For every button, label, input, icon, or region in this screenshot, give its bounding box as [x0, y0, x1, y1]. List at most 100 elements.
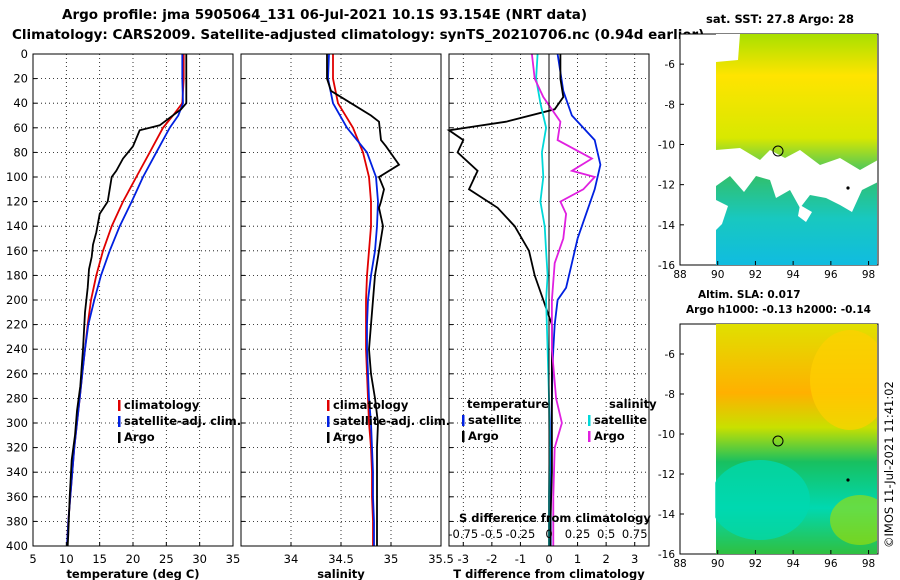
y-tick-label: -14 — [658, 509, 675, 521]
y-tick-label: -8 — [665, 389, 675, 401]
y-tick-label: 260 — [6, 367, 28, 381]
argo-position-marker — [772, 145, 784, 157]
y-tick-label: 160 — [6, 244, 28, 258]
sst-map-title: sat. SST: 27.8 Argo: 28 — [706, 12, 854, 26]
secondary-tick-label: 0.75 — [622, 527, 648, 541]
x-tick-label: 35 — [226, 552, 241, 566]
x-tick-label: 10 — [59, 552, 74, 566]
x-tick-label: 34 — [284, 552, 299, 566]
x-axis-label: T difference from climatology — [453, 567, 645, 580]
y-tick-label: 320 — [6, 441, 28, 455]
series-line-argo — [326, 54, 401, 546]
secondary-tick-label: 0 — [545, 527, 552, 541]
sla-map-title: Altim. SLA: 0.017 — [698, 289, 801, 301]
x-tick-label: 94 — [786, 558, 800, 570]
x-tick-label: -2 — [486, 552, 497, 566]
x-tick-label: 88 — [673, 269, 686, 281]
series-line-argo — [66, 54, 188, 547]
x-tick-label: 15 — [92, 552, 107, 566]
cloud-mask — [716, 34, 740, 62]
x-tick-label: 25 — [159, 552, 174, 566]
x-tick-label: 94 — [786, 269, 800, 281]
y-tick-label: 220 — [6, 318, 28, 332]
cloud-mask — [798, 205, 812, 222]
y-tick-label: 40 — [13, 96, 28, 110]
y-tick-label: -12 — [658, 180, 675, 192]
series-line-satellite-adj-clim- — [327, 53, 379, 546]
figure-title-line1: Argo profile: jma 5905064_131 06-Jul-202… — [62, 7, 587, 23]
x-tick-label: 96 — [824, 558, 838, 570]
y-tick-label: 380 — [6, 514, 28, 528]
legend-header-temperature: temperature — [467, 397, 549, 411]
series-line-salinity-argo — [531, 53, 597, 546]
secondary-tick-label: 0.25 — [565, 527, 591, 541]
sla-map: Altim. SLA: 0.017 Argo h1000: -0.13 h200… — [658, 289, 879, 570]
legend-label: Argo — [333, 430, 364, 444]
x-tick-label: 35 — [384, 552, 399, 566]
legend-swatch — [327, 400, 330, 411]
x-tick-label: 90 — [711, 558, 724, 570]
y-tick-label: -10 — [658, 429, 675, 441]
y-tick-label: -6 — [665, 59, 676, 71]
argo-track-marker — [846, 186, 850, 190]
x-tick-label: 96 — [824, 269, 838, 281]
y-tick-label: -14 — [658, 220, 675, 232]
legend-label: Argo — [594, 429, 625, 443]
y-tick-label: -16 — [658, 549, 675, 561]
x-tick-label: 20 — [126, 552, 141, 566]
x-tick-label: 34.5 — [328, 552, 354, 566]
argo-track-marker — [846, 478, 850, 482]
sla-anomaly — [715, 460, 810, 540]
y-tick-label: 200 — [6, 293, 28, 307]
cloud-mask — [716, 148, 877, 212]
y-tick-label: 100 — [6, 170, 28, 184]
sla-map-axes: 88 90 92 94 96 98 -6 -8 -10 -12 -14 -16 — [658, 349, 875, 570]
legend-label: climatology — [124, 398, 200, 412]
y-tick-label: 360 — [6, 490, 28, 504]
x-tick-label: 92 — [749, 558, 762, 570]
x-tick-label: -3 — [458, 552, 469, 566]
legend-label: satellite — [594, 413, 647, 427]
y-tick-label: -16 — [658, 260, 675, 272]
legend-label: Argo — [468, 429, 499, 443]
series-line-climatology — [332, 54, 374, 546]
x-tick-label: 90 — [711, 269, 724, 281]
series-line-temperature-argo — [446, 54, 565, 546]
figure-title-line2: Climatology: CARS2009. Satellite-adjuste… — [12, 27, 704, 43]
legend-swatch — [588, 415, 591, 426]
y-tick-label: 60 — [13, 121, 28, 135]
sst-field — [716, 34, 877, 265]
y-tick-label: 140 — [6, 219, 28, 233]
legend-label: satellite-adj. clim. — [124, 414, 241, 428]
x-tick-label: 3 — [631, 552, 638, 566]
y-tick-label: 80 — [13, 145, 28, 159]
y-tick-label: 300 — [6, 416, 28, 430]
x-tick-label: 5 — [29, 552, 36, 566]
legend-swatch — [327, 416, 330, 427]
y-tick-label: 280 — [6, 391, 28, 405]
series-line-satellite-adj-clim- — [66, 54, 184, 547]
legend-label: satellite — [468, 413, 521, 427]
y-tick-label: -12 — [658, 469, 675, 481]
sst-map-axes: 88 90 92 94 96 98 -6 -8 -10 -12 -14 -16 — [658, 59, 875, 281]
y-tick-label: 340 — [6, 465, 28, 479]
legend-label: Argo — [124, 430, 155, 444]
legend-swatch — [118, 432, 121, 443]
y-tick-label: 0 — [21, 47, 28, 61]
y-tick-label: 400 — [6, 539, 28, 553]
credit-stamp: ©IMOS 11-Jul-2021 11:41:02 — [882, 381, 896, 548]
x-tick-label: 30 — [192, 552, 207, 566]
cloud-mask — [716, 200, 728, 230]
y-tick-label: -10 — [658, 139, 675, 151]
y-tick-label: 20 — [13, 72, 28, 86]
argo-position-marker — [772, 435, 784, 447]
y-tick-label: -6 — [665, 349, 676, 361]
sst-map: sat. SST: 27.8 Argo: 28 88 90 92 94 96 98 -6 -8… — [658, 12, 879, 281]
temperature-plot: 5 10 15 20 25 30 35 temperature (deg C) 0 20 40 60 8… — [6, 47, 241, 580]
x-tick-label: 92 — [749, 269, 762, 281]
y-tick-label: 180 — [6, 268, 28, 282]
x-tick-label: 35.5 — [428, 552, 454, 566]
legend-swatch — [588, 431, 591, 442]
legend-swatch — [462, 415, 465, 426]
